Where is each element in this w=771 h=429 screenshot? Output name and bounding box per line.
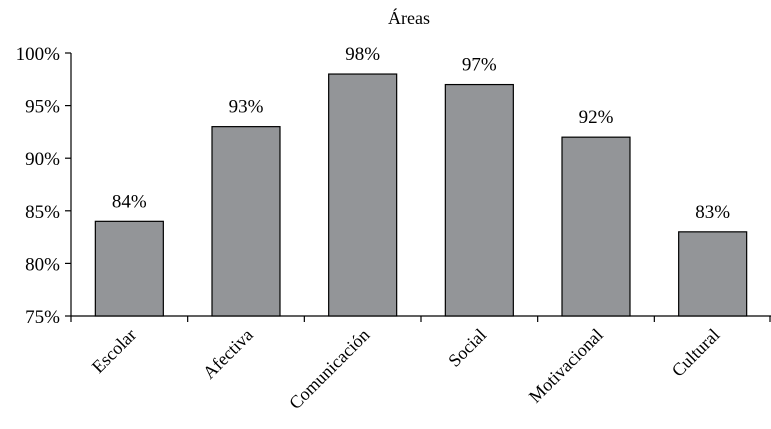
data-label: 84% xyxy=(112,191,147,212)
y-tick-label: 95% xyxy=(25,97,60,118)
category-labels: Escolar Afectiva Comunicación Social Motivac… xyxy=(88,325,724,413)
data-label: 83% xyxy=(695,202,730,223)
bar-escolar xyxy=(94,220,164,317)
bar-comunicación xyxy=(328,73,398,317)
category-label: Escolar xyxy=(88,325,140,377)
y-tick-label: 85% xyxy=(25,202,60,223)
data-label: 97% xyxy=(462,55,497,76)
y-axis: 75% 80% 85% 90% 95% 100% xyxy=(16,44,72,328)
y-tick-label: 75% xyxy=(25,307,60,328)
bar-motivacional xyxy=(561,136,631,317)
chart-title: Áreas xyxy=(388,7,430,28)
category-label: Motivacional xyxy=(525,325,607,407)
y-tick-label: 100% xyxy=(16,44,61,65)
category-label: Afectiva xyxy=(199,325,257,383)
category-label: Social xyxy=(444,325,490,371)
category-label: Cultural xyxy=(668,325,724,381)
bar-social xyxy=(444,83,514,317)
y-tick-label: 80% xyxy=(25,254,60,275)
data-label: 98% xyxy=(345,44,380,65)
y-tick-label: 90% xyxy=(25,149,60,170)
x-axis xyxy=(70,315,771,322)
bar-cultural xyxy=(678,231,748,317)
category-label: Comunicación xyxy=(285,325,373,413)
data-labels: 84% 93% 98% 97% 92% 83% xyxy=(112,44,730,223)
bars xyxy=(94,73,748,317)
data-label: 92% xyxy=(579,107,614,128)
bar-afectiva xyxy=(211,126,281,317)
data-label: 93% xyxy=(229,97,264,118)
